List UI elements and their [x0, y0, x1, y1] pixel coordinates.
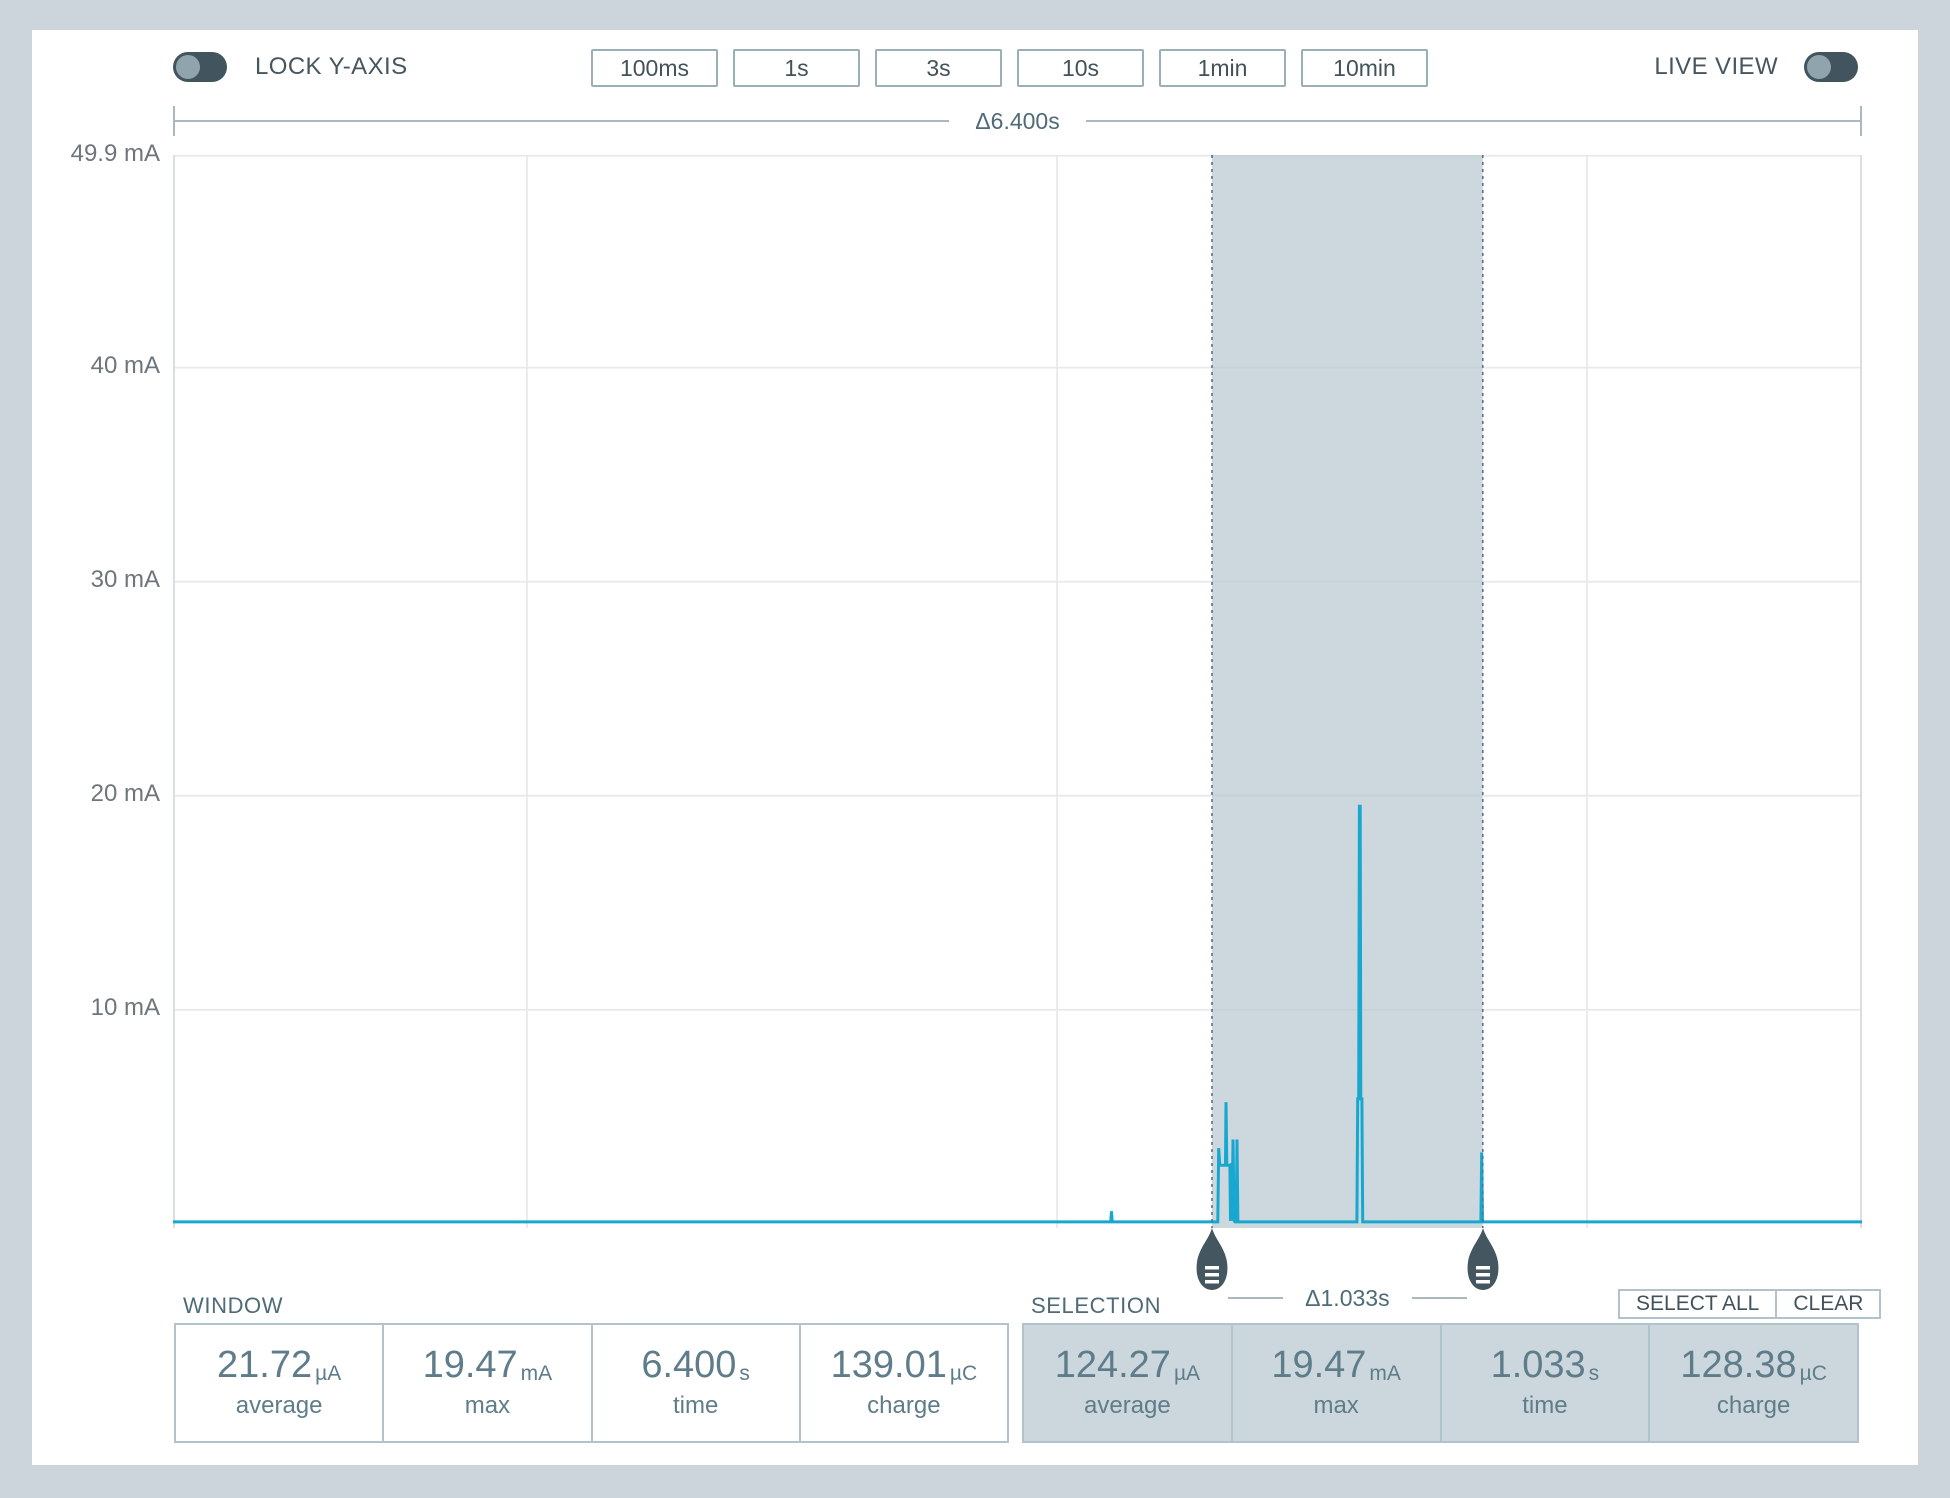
selection-stat-charge: 128.38 µC charge	[1648, 1325, 1857, 1441]
y-axis-tick-label: 30 mA	[90, 565, 160, 593]
toggle-knob	[176, 55, 200, 79]
chart-plot-area[interactable]	[173, 155, 1862, 1228]
stat-caption: average	[1084, 1392, 1171, 1419]
stat-unit: s	[739, 1362, 750, 1385]
selection-stat-max: 19.47 mA max	[1230, 1325, 1440, 1441]
time-window-button-1s[interactable]: 1s	[733, 49, 860, 87]
stat-unit: s	[1588, 1362, 1600, 1385]
live-view-label: LIVE VIEW	[1654, 53, 1778, 80]
window-stat-max: 19.47 mA max	[382, 1325, 590, 1441]
stat-unit: µC	[1799, 1362, 1827, 1385]
selection-actions: SELECT ALL CLEAR	[1618, 1289, 1882, 1319]
time-window-buttons: 100ms 1s 3s 10s 1min 10min	[591, 49, 1428, 87]
time-window-button-1min[interactable]: 1min	[1159, 49, 1286, 87]
clear-button[interactable]: CLEAR	[1775, 1289, 1882, 1319]
y-axis-tick-label: 20 mA	[90, 779, 160, 807]
delta-line	[1411, 1297, 1467, 1299]
time-window-button-3s[interactable]: 3s	[875, 49, 1002, 87]
stat-value: 1.033	[1490, 1344, 1586, 1386]
bracket-line	[173, 120, 950, 122]
y-axis-tick-label: 49.9 mA	[70, 140, 160, 167]
time-window-button-10min[interactable]: 10min	[1301, 49, 1428, 87]
selection-delta-label: Δ1.033s	[1305, 1284, 1390, 1311]
stat-unit: µA	[315, 1362, 342, 1385]
main-panel: LOCK Y-AXIS 100ms 1s 3s 10s 1min 10min LIVE V…	[32, 30, 1918, 1465]
stat-caption: charge	[1716, 1392, 1791, 1419]
time-window-button-100ms[interactable]: 100ms	[591, 49, 718, 87]
selection-handle-right[interactable]	[1466, 1228, 1500, 1290]
window-stat-average: 21.72 µA average	[176, 1325, 382, 1441]
stat-value: 124.27	[1054, 1344, 1171, 1386]
stat-value: 19.47	[422, 1344, 518, 1386]
stat-caption: max	[1313, 1392, 1359, 1419]
window-delta-bracket: Δ6.400s	[173, 106, 1863, 136]
window-stat-charge: 139.01 µC charge	[798, 1325, 1007, 1441]
window-delta-label: Δ6.400s	[975, 107, 1060, 134]
window-stats-box: 21.72 µA average 19.47 mA max 6.400 s time …	[174, 1323, 1009, 1443]
stat-caption: time	[1522, 1392, 1568, 1419]
selection-stat-average: 124.27 µA average	[1024, 1325, 1231, 1441]
stat-value: 6.400	[641, 1344, 737, 1386]
stat-value: 128.38	[1680, 1344, 1797, 1386]
stat-value: 21.72	[217, 1344, 313, 1386]
stat-unit: mA	[1369, 1362, 1401, 1385]
stat-caption: max	[464, 1392, 511, 1419]
y-axis-tick-label: 40 mA	[90, 351, 160, 379]
selection-stat-time: 1.033 s time	[1439, 1325, 1649, 1441]
stat-caption: charge	[867, 1392, 941, 1419]
toggle-knob	[1807, 55, 1831, 79]
live-view-toggle[interactable]	[1804, 52, 1858, 82]
y-axis-tick-label: 10 mA	[90, 993, 160, 1021]
selection-handle-icon	[1196, 1228, 1228, 1290]
live-view-control[interactable]: LIVE VIEW	[1654, 52, 1858, 82]
stat-value: 19.47	[1271, 1344, 1367, 1386]
selection-delta-row: Δ1.033s	[1227, 1283, 1467, 1313]
stat-unit: mA	[520, 1362, 553, 1385]
current-chart[interactable]	[173, 155, 1862, 1228]
selection-section-label: SELECTION	[1031, 1293, 1162, 1318]
selection-stats-box: 124.27 µA average 19.47 mA max 1.033 s time…	[1022, 1323, 1859, 1443]
selection-handle-icon	[1467, 1228, 1499, 1290]
lock-y-axis-toggle[interactable]	[173, 52, 227, 82]
window-section-label: WINDOW	[183, 1293, 284, 1318]
bracket-line	[1085, 120, 1863, 122]
window-stat-time: 6.400 s time	[590, 1325, 799, 1441]
stat-value: 139.01	[830, 1344, 947, 1386]
delta-line	[1227, 1297, 1284, 1299]
time-window-button-10s[interactable]: 10s	[1017, 49, 1144, 87]
lock-y-axis-control[interactable]: LOCK Y-AXIS	[173, 52, 407, 82]
lock-y-axis-label: LOCK Y-AXIS	[255, 53, 408, 80]
stat-unit: µC	[949, 1362, 978, 1385]
selection-handle-left[interactable]	[1195, 1228, 1229, 1290]
stat-unit: µA	[1173, 1362, 1201, 1385]
stat-caption: average	[235, 1392, 323, 1419]
stat-caption: time	[672, 1392, 719, 1419]
select-all-button[interactable]: SELECT ALL	[1618, 1289, 1778, 1319]
